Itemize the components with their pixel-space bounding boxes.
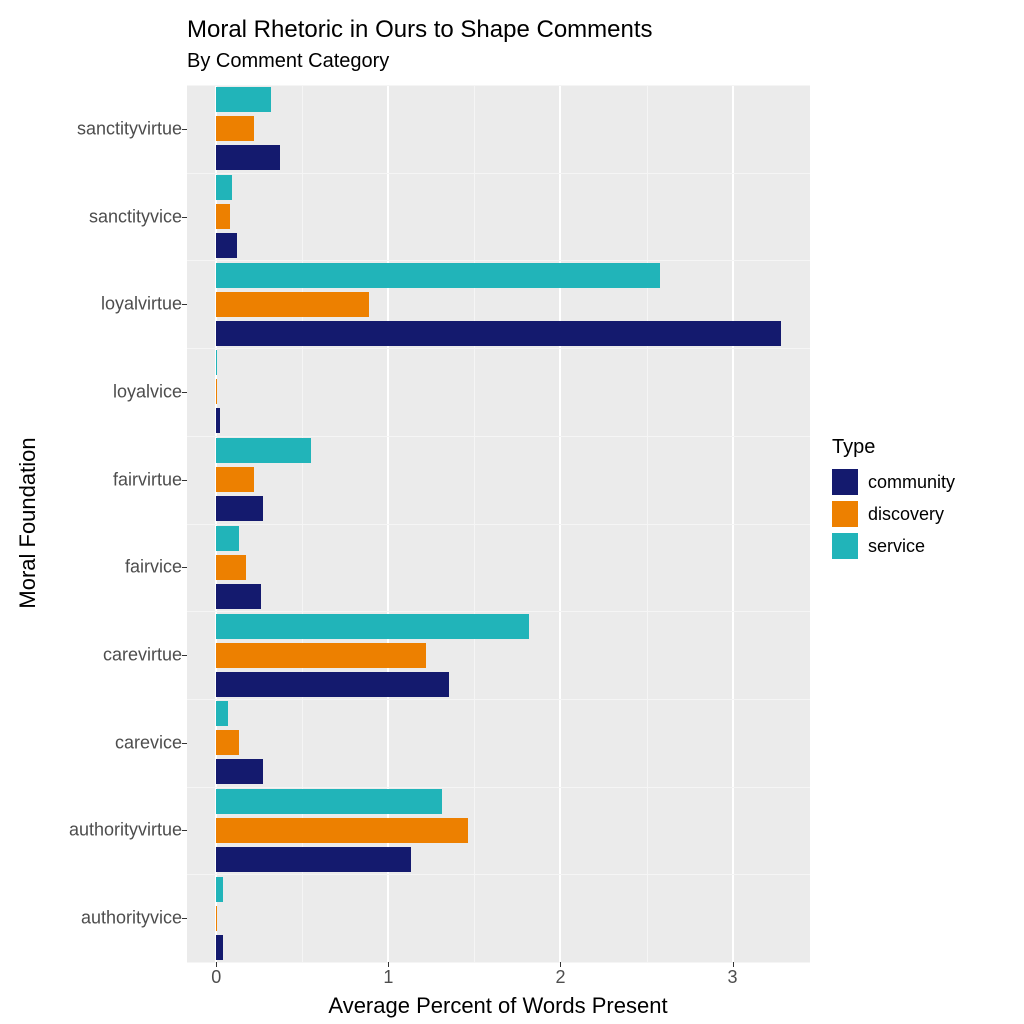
bar-loyalvirtue-service bbox=[216, 263, 660, 288]
hgrid-minor bbox=[187, 874, 810, 875]
bar-sanctityvice-service bbox=[216, 175, 231, 200]
y-tick bbox=[182, 743, 187, 744]
legend-item-discovery: discovery bbox=[832, 501, 955, 527]
hgrid-minor bbox=[187, 699, 810, 700]
x-tick-label: 0 bbox=[211, 967, 221, 988]
y-tick-label: sanctityvice bbox=[32, 206, 182, 227]
bar-fairvirtue-community bbox=[216, 496, 262, 521]
y-tick bbox=[182, 918, 187, 919]
hgrid-minor bbox=[187, 173, 810, 174]
bar-authorityvice-service bbox=[216, 877, 223, 902]
bar-sanctityvirtue-discovery bbox=[216, 116, 254, 141]
y-tick-label: authorityvice bbox=[32, 908, 182, 929]
bar-fairvice-discovery bbox=[216, 555, 245, 580]
chart-title: Moral Rhetoric in Ours to Shape Comments bbox=[187, 16, 653, 44]
hgrid-minor bbox=[187, 524, 810, 525]
legend-label-discovery: discovery bbox=[868, 504, 944, 525]
bar-carevirtue-discovery bbox=[216, 643, 426, 668]
x-tick-label: 2 bbox=[555, 967, 565, 988]
bar-authorityvice-discovery bbox=[216, 906, 217, 931]
y-tick bbox=[182, 830, 187, 831]
hgrid-minor bbox=[187, 962, 810, 963]
legend: Type community discovery service bbox=[822, 430, 965, 575]
chart-subtitle: By Comment Category bbox=[187, 50, 389, 73]
bar-loyalvice-community bbox=[216, 408, 219, 433]
bar-fairvirtue-discovery bbox=[216, 467, 254, 492]
y-tick bbox=[182, 480, 187, 481]
bar-loyalvice-service bbox=[216, 350, 217, 375]
y-tick bbox=[182, 129, 187, 130]
y-tick-label: fairvirtue bbox=[32, 469, 182, 490]
y-tick-label: loyalvice bbox=[32, 381, 182, 402]
hgrid-minor bbox=[187, 260, 810, 261]
hgrid-minor bbox=[187, 611, 810, 612]
bar-authorityvirtue-service bbox=[216, 789, 441, 814]
bar-authorityvirtue-discovery bbox=[216, 818, 467, 843]
bar-authorityvirtue-community bbox=[216, 847, 410, 872]
plot-panel bbox=[187, 85, 810, 962]
y-tick-label: sanctityvirtue bbox=[32, 118, 182, 139]
legend-label-service: service bbox=[868, 536, 925, 557]
bar-carevirtue-community bbox=[216, 672, 448, 697]
legend-label-community: community bbox=[868, 472, 955, 493]
bar-loyalvirtue-discovery bbox=[216, 292, 369, 317]
bar-carevirtue-service bbox=[216, 614, 529, 639]
y-tick-label: fairvice bbox=[32, 557, 182, 578]
x-tick-label: 1 bbox=[383, 967, 393, 988]
chart-container: Moral Rhetoric in Ours to Shape Comments… bbox=[0, 0, 1024, 1024]
bar-sanctityvice-community bbox=[216, 233, 237, 258]
bar-carevice-community bbox=[216, 759, 262, 784]
legend-swatch-discovery bbox=[832, 501, 858, 527]
y-tick bbox=[182, 567, 187, 568]
hgrid-minor bbox=[187, 787, 810, 788]
bar-sanctityvirtue-service bbox=[216, 87, 271, 112]
x-tick-label: 3 bbox=[728, 967, 738, 988]
y-tick bbox=[182, 392, 187, 393]
legend-item-community: community bbox=[832, 469, 955, 495]
bar-carevice-discovery bbox=[216, 730, 238, 755]
bar-fairvice-community bbox=[216, 584, 261, 609]
y-tick-label: authorityvirtue bbox=[32, 820, 182, 841]
legend-title: Type bbox=[832, 436, 955, 459]
hgrid-minor bbox=[187, 436, 810, 437]
bar-authorityvice-community bbox=[216, 935, 223, 960]
y-tick bbox=[182, 655, 187, 656]
y-tick-label: loyalvirtue bbox=[32, 294, 182, 315]
x-axis-title: Average Percent of Words Present bbox=[328, 993, 667, 1019]
hgrid-minor bbox=[187, 85, 810, 86]
y-tick bbox=[182, 304, 187, 305]
y-tick-label: carevice bbox=[32, 732, 182, 753]
y-tick bbox=[182, 217, 187, 218]
bar-sanctityvirtue-community bbox=[216, 145, 280, 170]
bar-fairvice-service bbox=[216, 526, 238, 551]
y-tick-label: carevirtue bbox=[32, 645, 182, 666]
y-axis-title: Moral Foundation bbox=[15, 437, 41, 608]
bar-loyalvirtue-community bbox=[216, 321, 780, 346]
bar-sanctityvice-discovery bbox=[216, 204, 230, 229]
bar-fairvirtue-service bbox=[216, 438, 311, 463]
bar-loyalvice-discovery bbox=[216, 379, 217, 404]
legend-item-service: service bbox=[832, 533, 955, 559]
legend-swatch-service bbox=[832, 533, 858, 559]
legend-swatch-community bbox=[832, 469, 858, 495]
bar-carevice-service bbox=[216, 701, 228, 726]
hgrid-minor bbox=[187, 348, 810, 349]
